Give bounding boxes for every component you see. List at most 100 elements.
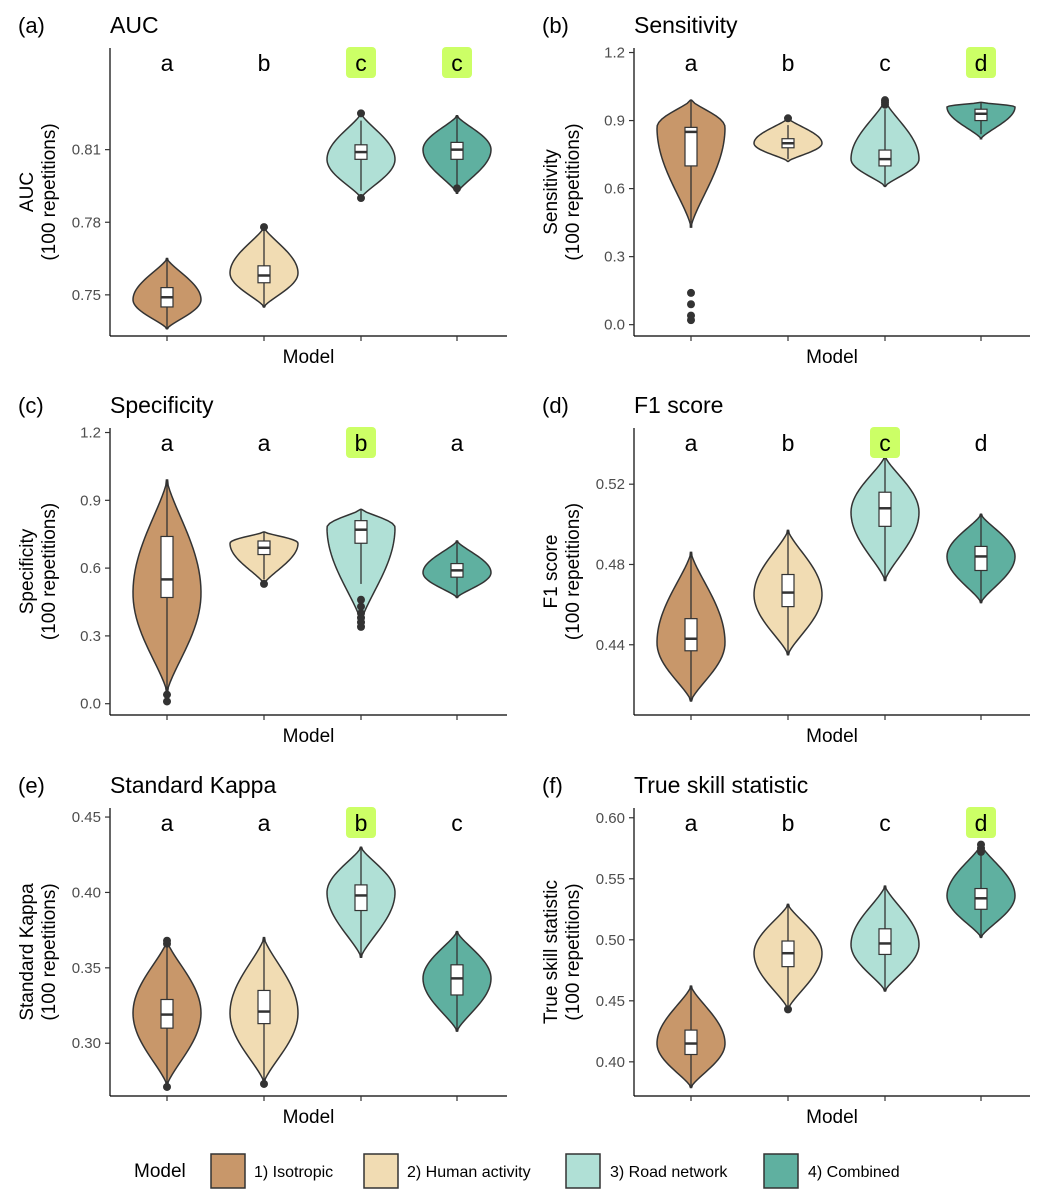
panel-title: True skill statistic [634,772,808,798]
y-tick-label: 0.60 [596,810,625,827]
panel-tag: (b) [542,13,569,38]
y-tick-label: 0.44 [596,637,625,654]
violin-combined: c [422,47,492,194]
y-tick-label: 0.3 [80,628,101,645]
significance-letter: a [161,50,174,76]
violin-road-network: c [850,50,920,188]
outlier-point [881,96,889,105]
y-tick-label: 0.6 [80,560,101,577]
outlier-point [260,579,268,588]
y-axis-label: F1 score [541,535,562,609]
y-tick-label: 1.2 [80,425,101,442]
y-tick-label: 0.0 [80,696,101,713]
significance-letter: a [161,810,174,836]
significance-letter: a [451,430,464,456]
y-tick-label: 0.9 [80,492,101,509]
significance-letter: b [782,430,795,456]
outlier-point [163,1082,171,1091]
iqr-box [974,545,988,572]
legend: Model 1) Isotropic 2) Human activity 3) … [134,1153,900,1189]
x-axis-label: Model [806,726,858,747]
panel-b: 0.0 0.3 0.6 0.9 1.2 (b) Sensitivity Model Sensit… [541,12,1030,368]
outlier-point [163,690,171,699]
violin-road-network: b [326,427,396,631]
y-axis-label: Specificity [17,528,38,614]
panel-title: AUC [110,12,159,38]
violin-combined: c [422,810,492,1032]
outlier-point [687,288,695,297]
significance-letter: a [685,430,698,456]
violin-combined: d [946,430,1016,604]
y-tick-label: 0.50 [596,932,625,949]
significance-letter: a [161,430,174,456]
y-tick-label: 0.35 [72,960,101,977]
iqr-box [684,618,698,652]
significance-letter: a [258,810,271,836]
letter-highlight [966,807,996,838]
y-axis-label-sub: (100 repetitions) [39,503,60,640]
significance-letter: a [685,810,698,836]
x-axis-label: Model [283,1107,335,1128]
panel-c: 0.0 0.3 0.6 0.9 1.2 (c) Specificity Model Specif… [17,392,507,747]
iqr-box [684,126,698,167]
y-axis-label-sub: (100 repetitions) [563,503,584,640]
y-tick-label: 0.40 [72,884,101,901]
y-tick-label: 0.75 [72,287,101,304]
legend-label-human-activity: 2) Human activity [407,1164,531,1181]
outlier-point [357,595,365,604]
violin-road-network: b [326,807,396,959]
y-axis-label-sub: (100 repetitions) [39,883,60,1020]
outlier-point [977,840,985,849]
panel-title: Specificity [110,392,214,418]
panel-tag: (d) [542,393,569,418]
significance-letter: b [258,50,271,76]
y-axis-label: AUC [17,172,38,212]
iqr-box [878,928,892,956]
significance-letter: b [782,810,795,836]
panel-tag: (a) [18,13,45,38]
y-tick-label: 0.81 [72,142,101,159]
significance-letter: a [258,430,271,456]
violin-combined: a [422,430,492,599]
violin-human-activity: a [229,810,299,1088]
violin-combined: d [946,47,1016,140]
violin-isotropic: a [132,50,202,330]
panel-title: F1 score [634,392,723,418]
legend-title: Model [134,1161,186,1182]
violin-road-network: c [850,427,920,582]
significance-letter: c [355,50,367,76]
y-axis-label: Sensitivity [541,149,562,235]
significance-letter: d [975,430,988,456]
significance-letter: d [975,50,988,76]
letter-highlight [870,427,900,458]
outlier-point [357,609,365,618]
y-tick-label: 0.3 [604,249,625,266]
outlier-point [260,223,268,232]
significance-letter: c [879,50,891,76]
y-axis-label-sub: (100 repetitions) [563,883,584,1020]
violin-human-activity: a [229,430,299,588]
iqr-box [257,989,271,1025]
outlier-point [260,1079,268,1088]
y-tick-label: 0.45 [596,993,625,1010]
violin-human-activity: b [753,430,823,656]
violin-human-activity: b [229,50,299,308]
outlier-point [357,109,365,118]
significance-letter: a [685,50,698,76]
letter-highlight [346,807,376,838]
significance-letter: c [451,50,463,76]
y-tick-label: 0.55 [596,871,625,888]
y-axis-label-sub: (100 repetitions) [39,123,60,260]
violin-road-network: c [326,47,396,203]
outlier-point [784,114,792,123]
significance-letter: d [975,810,988,836]
legend-key-isotropic [210,1153,246,1189]
panel-tag: (e) [18,773,45,798]
violin-human-activity: b [753,50,823,163]
outlier-point [163,936,171,945]
legend-key-road-network [565,1153,601,1189]
violin-isotropic: a [132,810,202,1091]
y-tick-label: 0.40 [596,1054,625,1071]
outlier-point [163,697,171,706]
